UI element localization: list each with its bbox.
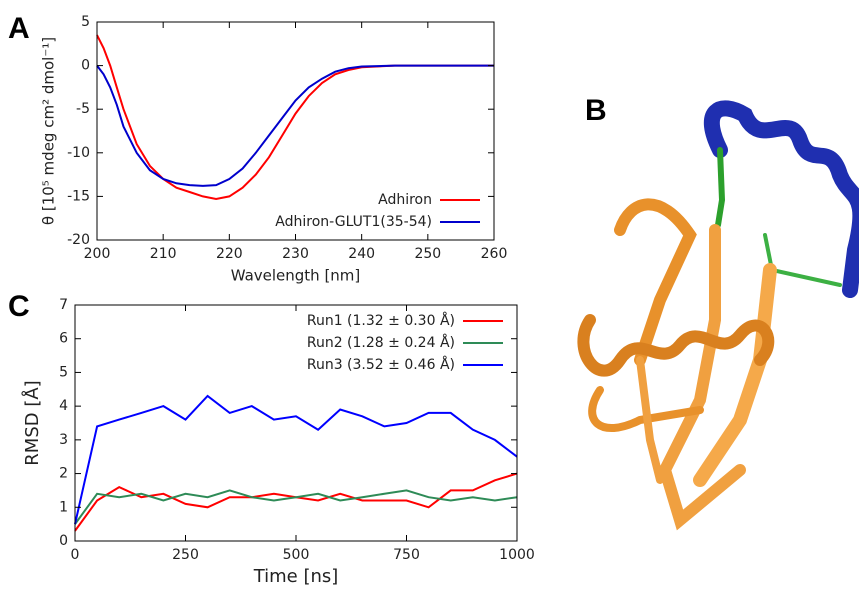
- y-tick-label: 1: [59, 499, 68, 515]
- series-line: [74, 489, 518, 525]
- y-tick-label: 7: [59, 297, 68, 313]
- x-tick-label: 240: [348, 246, 375, 262]
- y-tick-label: 6: [59, 331, 68, 347]
- y-tick-label: -10: [67, 145, 90, 161]
- legend-label: Adhiron: [378, 192, 432, 208]
- plot-frame: [96, 21, 495, 241]
- x-tick-label: 0: [71, 547, 80, 563]
- protein-structure: [577, 100, 859, 531]
- y-tick-label: 4: [59, 398, 68, 414]
- legend-label: Run1 (1.32 ± 0.30 Å): [307, 312, 455, 329]
- y-tick-label: 5: [59, 364, 68, 380]
- y-axis-label: θ [10⁵ mdeg cm² dmol⁻¹]: [40, 37, 58, 225]
- x-tick-label: 250: [172, 547, 199, 563]
- panel-label: A: [8, 12, 30, 45]
- x-axis-label: Wavelength [nm]: [231, 267, 361, 285]
- legend-label: Run3 (3.52 ± 0.46 Å): [307, 356, 455, 373]
- series-line: [96, 64, 494, 187]
- y-tick-label: 0: [81, 58, 90, 74]
- y-axis-label: RMSD [Å]: [21, 380, 43, 465]
- panel-label: C: [8, 290, 30, 323]
- x-tick-label: 750: [393, 547, 420, 563]
- series-line: [74, 394, 518, 525]
- y-tick-label: -5: [76, 101, 90, 117]
- series-line: [74, 472, 518, 532]
- x-tick-label: 220: [216, 246, 243, 262]
- x-tick-label: 1000: [499, 547, 535, 563]
- x-axis-label: Time [ns]: [253, 566, 339, 587]
- x-tick-label: 500: [283, 547, 310, 563]
- y-tick-label: 2: [59, 466, 68, 482]
- x-tick-label: 250: [414, 246, 441, 262]
- y-tick-label: 3: [59, 432, 68, 448]
- y-tick-label: -20: [67, 232, 90, 248]
- y-tick-label: 5: [81, 14, 90, 30]
- y-tick-label: 0: [59, 533, 68, 549]
- x-tick-label: 200: [84, 246, 111, 262]
- legend-label: Adhiron-GLUT1(35-54): [275, 214, 432, 230]
- series-line: [96, 34, 494, 201]
- legend-label: Run2 (1.28 ± 0.24 Å): [307, 334, 455, 351]
- panel-label: B: [585, 94, 607, 127]
- y-tick-label: -15: [67, 188, 90, 204]
- x-tick-label: 210: [150, 246, 177, 262]
- x-tick-label: 230: [282, 246, 309, 262]
- x-tick-label: 260: [481, 246, 508, 262]
